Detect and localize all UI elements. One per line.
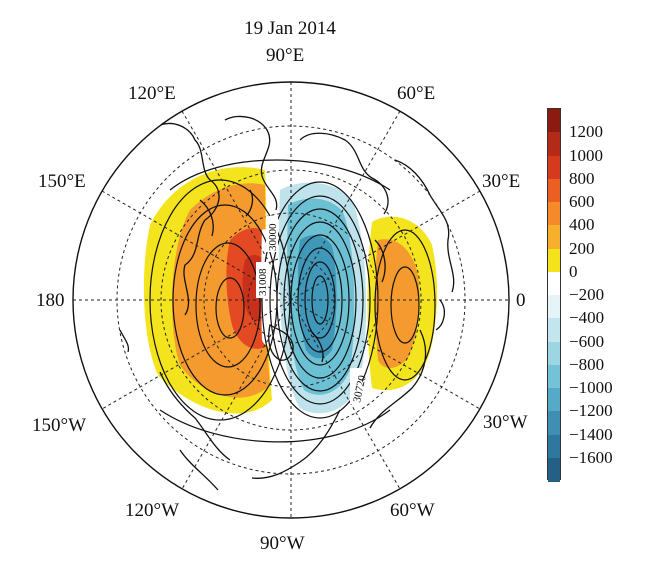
contour-label-group: 30000 31008 30720	[256, 216, 369, 404]
contour-label-2: 31008	[257, 268, 269, 296]
colorbar-tick-label: −600	[569, 331, 605, 351]
colorbar-segment	[548, 364, 560, 389]
colorbar-segment	[548, 318, 560, 342]
colorbar-segment	[548, 434, 560, 459]
colorbar-tick-label: −1000	[569, 378, 613, 397]
colorbar-tick-label: 800	[569, 168, 595, 188]
colorbar-tick-label: 600	[569, 192, 595, 211]
lon-label-90e: 90°E	[266, 45, 305, 66]
colorbar-segment	[548, 109, 560, 133]
lon-label-150e: 150°E	[38, 171, 86, 192]
colorbar-segment	[548, 271, 560, 296]
lon-label-150w: 150°W	[32, 415, 87, 436]
colorbar-segment	[548, 411, 560, 435]
colorbar-tick-label: 1000	[569, 145, 603, 165]
colorbar-segment	[548, 457, 560, 482]
colorbar-segment	[548, 155, 560, 180]
colorbar-segment	[548, 295, 560, 319]
lon-label-30e: 30°E	[482, 171, 521, 192]
meridian-30e-150w	[101, 190, 481, 410]
contour-label-3: 30720	[351, 374, 369, 404]
colorbar-tick-label: 0	[569, 261, 578, 281]
colorbar-tick-label: −400	[569, 308, 605, 328]
lon-label-0: 0	[516, 290, 526, 311]
colorbar-tick-label: −1600	[569, 447, 613, 467]
positive-anomaly-east-mid	[375, 239, 420, 368]
map-title: 19 Jan 2014	[244, 18, 336, 39]
lon-label-90w: 90°W	[260, 533, 305, 554]
lon-label-120w: 120°W	[125, 500, 180, 521]
colorbar-segment	[548, 132, 560, 156]
colorbar-segment	[548, 225, 560, 249]
lon-label-180: 180	[36, 290, 65, 311]
latitude-circle-3	[203, 212, 379, 388]
colorbar	[547, 108, 561, 482]
colorbar-segment	[548, 248, 560, 273]
contour-label-1: 30000	[267, 223, 279, 251]
lon-label-120e: 120°E	[128, 83, 176, 104]
polar-stereographic-map: 30000 31008 30720	[72, 81, 510, 519]
lon-label-30w: 30°W	[483, 412, 528, 433]
colorbar-segment	[548, 178, 560, 203]
colorbar-tick-label: −800	[569, 354, 605, 374]
lon-label-60e: 60°E	[397, 83, 436, 104]
colorbar-segment	[548, 202, 560, 226]
colorbar-tick-label: 1200	[569, 122, 603, 142]
colorbar-segment	[548, 388, 560, 412]
coastlines	[119, 115, 455, 491]
lon-label-60w: 60°W	[390, 500, 435, 521]
colorbar-tick-label: 400	[569, 215, 595, 235]
map-boundary	[72, 81, 510, 519]
colorbar-tick-label: −1200	[569, 401, 613, 421]
colorbar-segment	[548, 341, 560, 366]
colorbar-tick-label: −1400	[569, 424, 613, 444]
graticule	[73, 82, 509, 518]
colorbar-tick-label: 200	[569, 238, 595, 258]
map-content	[119, 115, 455, 491]
colorbar-tick-label: −200	[569, 285, 605, 304]
